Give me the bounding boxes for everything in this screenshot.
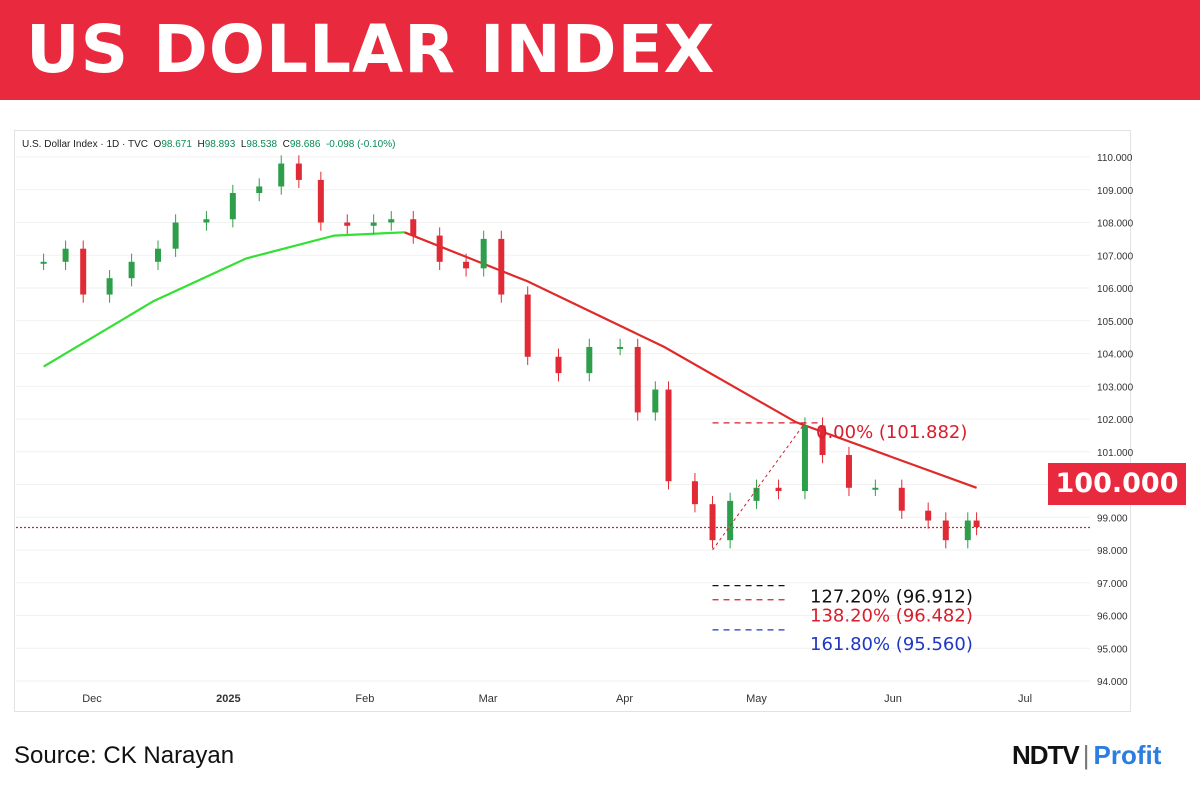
candle-body <box>155 248 162 262</box>
x-tick-label: Dec <box>82 693 102 705</box>
legend-close: 98.686 <box>289 139 321 150</box>
candle-body <box>872 487 879 490</box>
y-tick-label: 109.000 <box>1097 186 1134 197</box>
brand-ndtv: NDTV <box>1012 740 1080 770</box>
candle-body <box>172 222 179 249</box>
y-tick-label: 105.000 <box>1097 317 1134 328</box>
y-tick-label: 107.000 <box>1097 251 1134 262</box>
candle-body <box>801 425 808 492</box>
legend-open-label: O <box>153 139 162 150</box>
moving-average-fast-line <box>43 231 405 368</box>
candle-body <box>463 261 470 269</box>
fib-swing-line <box>712 422 806 551</box>
candle-body <box>845 455 852 488</box>
candle-body <box>634 346 641 413</box>
candle-body <box>925 510 932 521</box>
candle-body <box>40 261 47 264</box>
candle-body <box>753 487 760 501</box>
x-tick-label: Feb <box>355 693 374 705</box>
page-title: US DOLLAR INDEX <box>26 11 716 88</box>
legend-open: 98.671 <box>161 139 192 150</box>
current-price-tag: 100.000 <box>1048 463 1186 505</box>
legend-low-label: L <box>240 139 247 150</box>
candle-body <box>709 504 716 541</box>
candle-body <box>278 163 285 187</box>
x-tick-label: Apr <box>616 693 633 705</box>
candle-body <box>691 481 698 505</box>
y-tick-label: 96.000 <box>1097 612 1128 623</box>
moving-average-slow-line <box>404 231 977 489</box>
candle-body <box>436 235 443 262</box>
x-tick-label: Mar <box>479 693 498 705</box>
candle-body <box>973 520 980 528</box>
y-tick-label: 101.000 <box>1097 448 1134 459</box>
candle-body <box>62 248 69 262</box>
brand-separator: | <box>1082 740 1090 770</box>
legend-change: -0.098 (-0.10%) <box>325 139 396 150</box>
y-tick-label: 95.000 <box>1097 644 1128 655</box>
legend-high: 98.893 <box>204 139 236 150</box>
brand-profit: Profit <box>1093 740 1162 770</box>
candle-body <box>665 389 672 482</box>
candle-body <box>106 278 113 295</box>
legend-high-label: H <box>197 139 205 150</box>
candle-body <box>410 219 417 236</box>
y-tick-label: 106.000 <box>1097 284 1134 295</box>
brand-logo: NDTV | Profit <box>1012 740 1161 771</box>
y-tick-label: 99.000 <box>1097 513 1128 524</box>
legend-symbol: U.S. Dollar Index · 1D · TVC <box>22 139 148 150</box>
source-credit: Source: CK Narayan <box>14 742 235 769</box>
candle-body <box>203 219 210 223</box>
candle-body <box>617 346 624 349</box>
y-tick-label: 98.000 <box>1097 546 1128 557</box>
x-tick-label: Jul <box>1018 693 1032 705</box>
legend-close-label: C <box>282 139 290 150</box>
candle-body <box>295 163 302 180</box>
y-tick-label: 97.000 <box>1097 579 1128 590</box>
candle-body <box>775 487 782 492</box>
candle-body <box>942 520 949 541</box>
candle-body <box>317 179 324 223</box>
y-tick-label: 102.000 <box>1097 415 1134 426</box>
candle-body <box>586 346 593 374</box>
candle-body <box>128 261 135 279</box>
fib-level-label: 138.20% (96.482) <box>810 606 973 627</box>
fib-level-label: 161.80% (95.560) <box>810 634 973 655</box>
x-tick-label: May <box>746 693 767 705</box>
chart-legend: U.S. Dollar Index · 1D · TVC O98.671 H98… <box>22 139 395 150</box>
fib-level-label: 0.00% (101.882) <box>816 422 967 443</box>
fib-level-label: 127.20% (96.912) <box>810 587 973 608</box>
y-tick-label: 94.000 <box>1097 677 1128 688</box>
candle-body <box>344 222 351 226</box>
candle-body <box>819 425 826 456</box>
candle-body <box>524 294 531 357</box>
candle-body <box>480 238 487 269</box>
candle-body <box>388 219 395 223</box>
y-tick-label: 110.000 <box>1097 153 1133 164</box>
x-tick-label: Jun <box>884 693 902 705</box>
title-banner: US DOLLAR INDEX <box>0 0 1200 100</box>
candle-body <box>80 248 87 295</box>
candle-body <box>370 222 377 226</box>
y-tick-label: 104.000 <box>1097 350 1134 361</box>
y-tick-label: 108.000 <box>1097 219 1134 230</box>
candle-body <box>256 186 263 194</box>
candle-body <box>727 500 734 541</box>
legend-low: 98.538 <box>246 139 278 150</box>
candle-body <box>555 356 562 374</box>
candle-body <box>229 193 236 220</box>
candle-body <box>498 238 505 295</box>
candle-body <box>652 389 659 413</box>
x-tick-label: 2025 <box>216 693 240 705</box>
candle-body <box>898 487 905 511</box>
chart-frame <box>14 130 1131 712</box>
y-tick-label: 103.000 <box>1097 382 1134 393</box>
candle-body <box>964 520 971 541</box>
